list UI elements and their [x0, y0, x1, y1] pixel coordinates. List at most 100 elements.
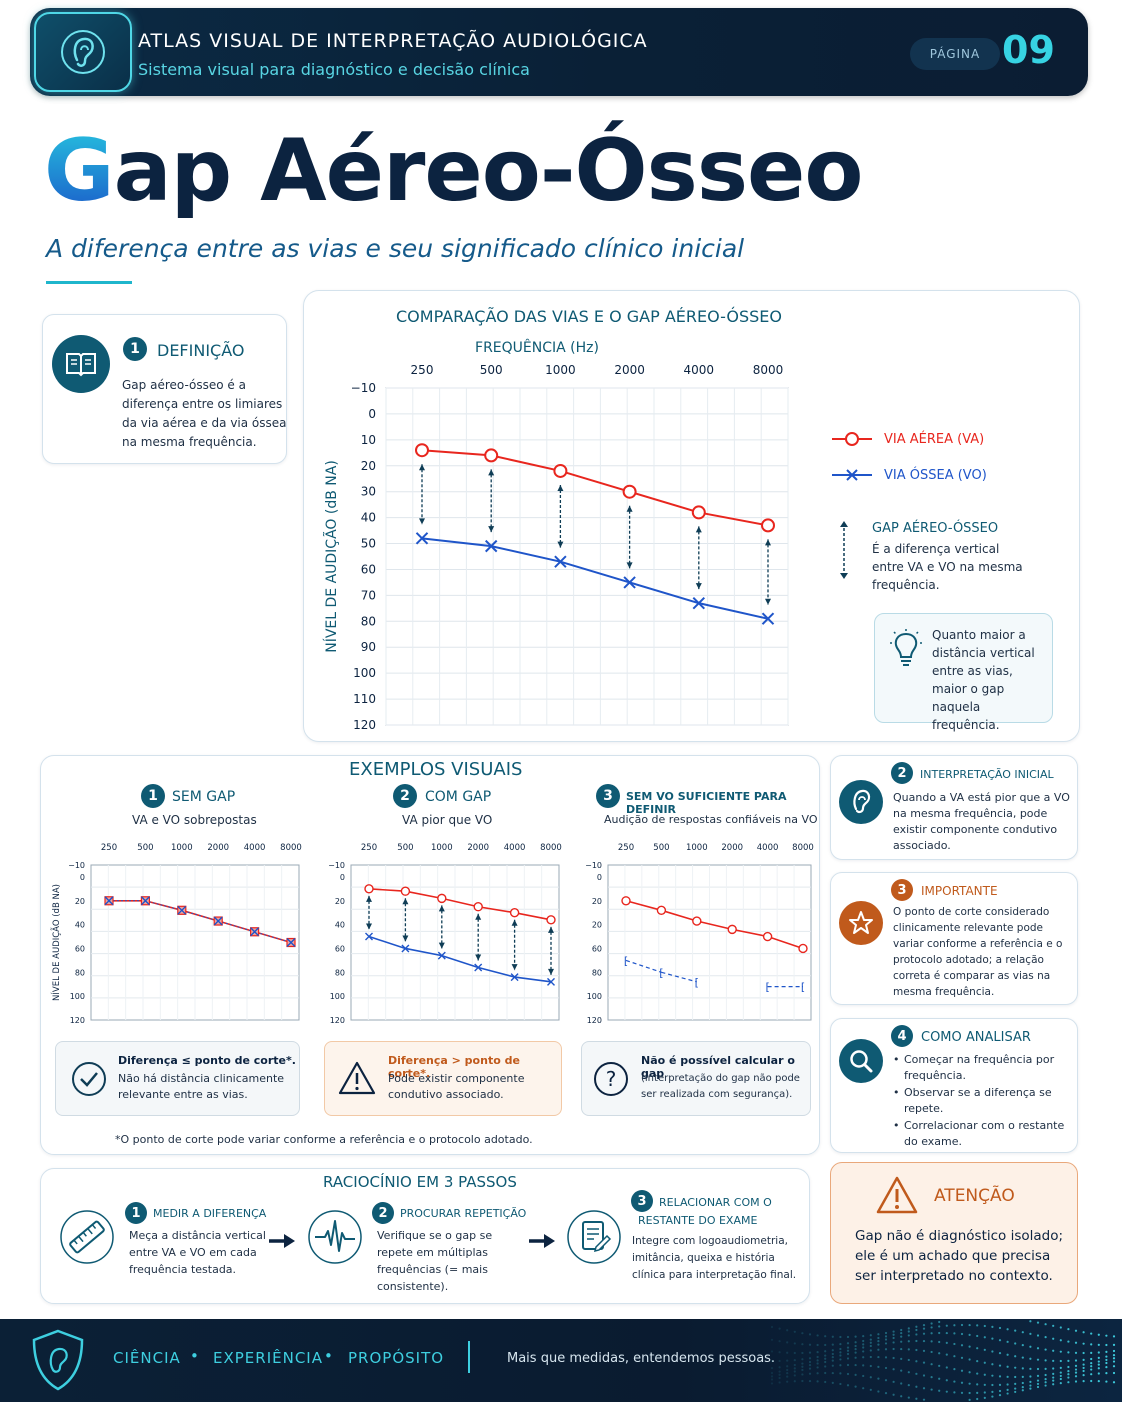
- decorative-dot: [824, 1365, 827, 1368]
- decorative-dot: [998, 1383, 1002, 1386]
- arrow-right-icon: [529, 1234, 555, 1248]
- decorative-dot: [991, 1337, 994, 1340]
- decorative-dot: [770, 1350, 774, 1353]
- decorative-dot: [998, 1394, 1002, 1397]
- example-2-y-tick: 60: [335, 944, 345, 953]
- page-label: PÁGINA: [910, 38, 1000, 70]
- decorative-dot: [983, 1383, 986, 1386]
- decorative-dot: [945, 1379, 948, 1382]
- tip-text: Quanto maior a distância vertical entre …: [932, 628, 1035, 732]
- decorative-dot: [938, 1331, 941, 1335]
- decorative-dot: [877, 1377, 880, 1380]
- decorative-dot: [846, 1363, 850, 1367]
- main-chart-y-tick: 0: [368, 407, 376, 421]
- decorative-dot: [1112, 1349, 1116, 1353]
- decorative-dot: [968, 1371, 971, 1374]
- example-2-vo-line: [368, 935, 552, 983]
- decorative-dot: [1097, 1333, 1100, 1336]
- decorative-dot: [1067, 1351, 1070, 1354]
- decorative-dot: [922, 1349, 926, 1352]
- gap-arrow-head-top: [695, 526, 702, 533]
- magnifier-icon: [839, 1039, 883, 1083]
- decorative-dot: [968, 1333, 971, 1336]
- decorative-dot: [892, 1341, 895, 1344]
- decorative-dot: [786, 1371, 789, 1375]
- decorative-dot: [801, 1373, 804, 1376]
- example-2-subtitle: VA pior que VO: [402, 813, 493, 827]
- example-1-y-label: NÍVEL DE AUDIÇÃO (dB NA): [50, 884, 62, 1001]
- vo-series-line: [421, 537, 769, 620]
- example-2-y-tick: −10: [328, 861, 345, 870]
- decorative-dot: [1036, 1382, 1040, 1386]
- decorative-dot: [922, 1339, 926, 1343]
- decorative-dot: [778, 1327, 781, 1330]
- decorative-dot: [1097, 1367, 1100, 1370]
- vo-point: [623, 576, 636, 589]
- legend-va-label: VIA AÉREA (VA): [884, 432, 985, 447]
- decorative-dot: [991, 1390, 994, 1393]
- step-3-text: Integre com logoaudiometria, imitância, …: [632, 1235, 797, 1281]
- decorative-dot: [869, 1364, 872, 1368]
- decorative-dot: [1029, 1384, 1032, 1387]
- decorative-dot: [953, 1324, 956, 1327]
- decorative-dot: [839, 1382, 842, 1386]
- decorative-dot: [938, 1389, 941, 1392]
- decorative-dot: [831, 1335, 834, 1338]
- example-3-y-tick: 20: [592, 921, 602, 930]
- step-2-text: Verifique se o gap se repete em múltipla…: [377, 1229, 493, 1293]
- decorative-dot: [1074, 1375, 1078, 1378]
- example-1-vo-point: [177, 905, 187, 915]
- example-1-vo-point: [286, 938, 296, 947]
- example-2-x-tick: 4000: [504, 843, 526, 853]
- main-chart-y-tick: 40: [361, 511, 376, 525]
- decorative-dot: [1052, 1376, 1055, 1379]
- decorative-dot: [953, 1355, 956, 1358]
- decorative-dot: [801, 1368, 804, 1372]
- decorative-dot: [922, 1398, 926, 1401]
- decorative-dot: [1036, 1347, 1040, 1350]
- page-number: 09: [1002, 28, 1055, 72]
- decorative-dot: [786, 1329, 789, 1332]
- decorative-dot: [983, 1361, 986, 1364]
- decorative-dot: [1097, 1351, 1100, 1354]
- legend-vo-marker: [832, 469, 872, 481]
- decorative-dot: [1052, 1379, 1055, 1382]
- example-3-x-tick: 4000: [757, 843, 779, 853]
- interpretation-number: 2: [891, 762, 913, 784]
- decorative-dot: [1067, 1370, 1070, 1373]
- va-point: [691, 505, 706, 520]
- shield-ear-icon: [32, 1329, 84, 1391]
- important-number: 3: [891, 879, 913, 901]
- example-3-vo-bracket: [: [801, 981, 805, 994]
- decorative-dot: [808, 1357, 812, 1360]
- decorative-dot: [1090, 1332, 1093, 1335]
- decorative-dot: [1052, 1367, 1055, 1370]
- vo-point: [554, 555, 567, 568]
- example-3-title: SEM VO SUFICIENTE PARA DEFINIR: [626, 790, 787, 816]
- example-2-va-point: [364, 884, 374, 894]
- example-3-va-point: [656, 905, 667, 916]
- decorative-dot: [862, 1364, 865, 1367]
- example-1-note-title: Diferença ≤ ponto de corte*.: [118, 1054, 296, 1067]
- ear-icon: [34, 12, 132, 92]
- decorative-dot: [839, 1364, 842, 1367]
- decorative-dot: [869, 1355, 872, 1359]
- decorative-dot: [960, 1381, 964, 1384]
- decorative-dot: [869, 1388, 872, 1391]
- decorative-dot: [1021, 1381, 1024, 1385]
- example-2-gap-arrow-head-top: [402, 898, 409, 905]
- decorative-dot: [1090, 1373, 1093, 1376]
- decorative-dot: [1105, 1380, 1108, 1383]
- decorative-dot: [1082, 1380, 1085, 1383]
- decorative-dot: [1014, 1355, 1017, 1358]
- example-2-va-point: [473, 902, 483, 912]
- interpretation-card: 2 INTERPRETAÇÃO INICIAL Quando a VA está…: [830, 755, 1078, 860]
- decorative-dot: [960, 1369, 964, 1372]
- decorative-dot: [846, 1372, 850, 1376]
- vo-point: [761, 612, 775, 625]
- decorative-dot: [816, 1355, 819, 1359]
- step-3-number: 3: [631, 1190, 653, 1212]
- decorative-dot: [1112, 1371, 1116, 1375]
- decorative-dot: [1006, 1383, 1009, 1386]
